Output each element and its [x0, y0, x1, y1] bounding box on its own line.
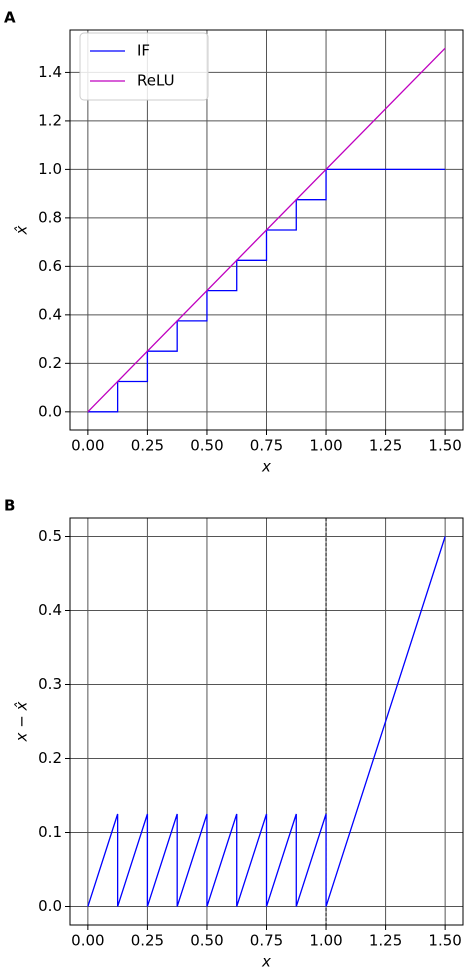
- x-tick-label: 1.50: [428, 932, 461, 950]
- x-tick-label: 1.00: [309, 437, 342, 455]
- x-tick-label: 0.25: [131, 932, 164, 950]
- x-tick-label: 0.75: [250, 932, 283, 950]
- y-tick-label: 0.4: [38, 305, 62, 323]
- x-tick-label: 0.00: [71, 932, 104, 950]
- y-tick-label: 0.2: [38, 354, 62, 372]
- x-axis-label: x: [261, 953, 271, 970]
- x-tick-label: 0.50: [190, 932, 223, 950]
- y-tick-label: 1.2: [38, 111, 62, 129]
- x-tick-label: 0.25: [131, 437, 164, 455]
- legend-label: IF: [137, 42, 150, 60]
- y-tick-label: 0.6: [38, 257, 62, 275]
- x-tick-label: 0.75: [250, 437, 283, 455]
- y-tick-label: 0.3: [38, 675, 62, 693]
- panel-label: A: [4, 9, 16, 27]
- y-axis-label: x − x̂: [13, 701, 31, 742]
- y-tick-label: 0.0: [38, 402, 62, 420]
- data-line: [87, 168, 446, 413]
- y-tick-label: 1.0: [38, 160, 62, 178]
- plot-frame: [69, 517, 464, 926]
- panel-label: B: [4, 497, 15, 515]
- x-tick-label: 1.25: [369, 932, 402, 950]
- x-tick-label: 1.25: [369, 437, 402, 455]
- x-tick-label: 0.50: [190, 437, 223, 455]
- data-line: [87, 47, 446, 413]
- y-tick-label: 0.1: [38, 823, 62, 841]
- legend-label: ReLU: [137, 72, 175, 90]
- y-tick-label: 1.4: [38, 63, 62, 81]
- y-tick-label: 0.5: [38, 527, 62, 545]
- y-axis-label: x̂: [13, 225, 31, 235]
- x-axis-label: x: [261, 458, 271, 476]
- plot-frame: [69, 29, 464, 431]
- x-tick-label: 1.00: [309, 932, 342, 950]
- legend-box: [79, 32, 209, 101]
- y-tick-label: 0.2: [38, 749, 62, 767]
- x-tick-label: 1.50: [428, 437, 461, 455]
- y-tick-label: 0.8: [38, 208, 62, 226]
- x-tick-label: 0.00: [71, 437, 104, 455]
- data-line: [87, 536, 446, 907]
- y-tick-label: 0.0: [38, 897, 62, 915]
- y-tick-label: 0.4: [38, 601, 62, 619]
